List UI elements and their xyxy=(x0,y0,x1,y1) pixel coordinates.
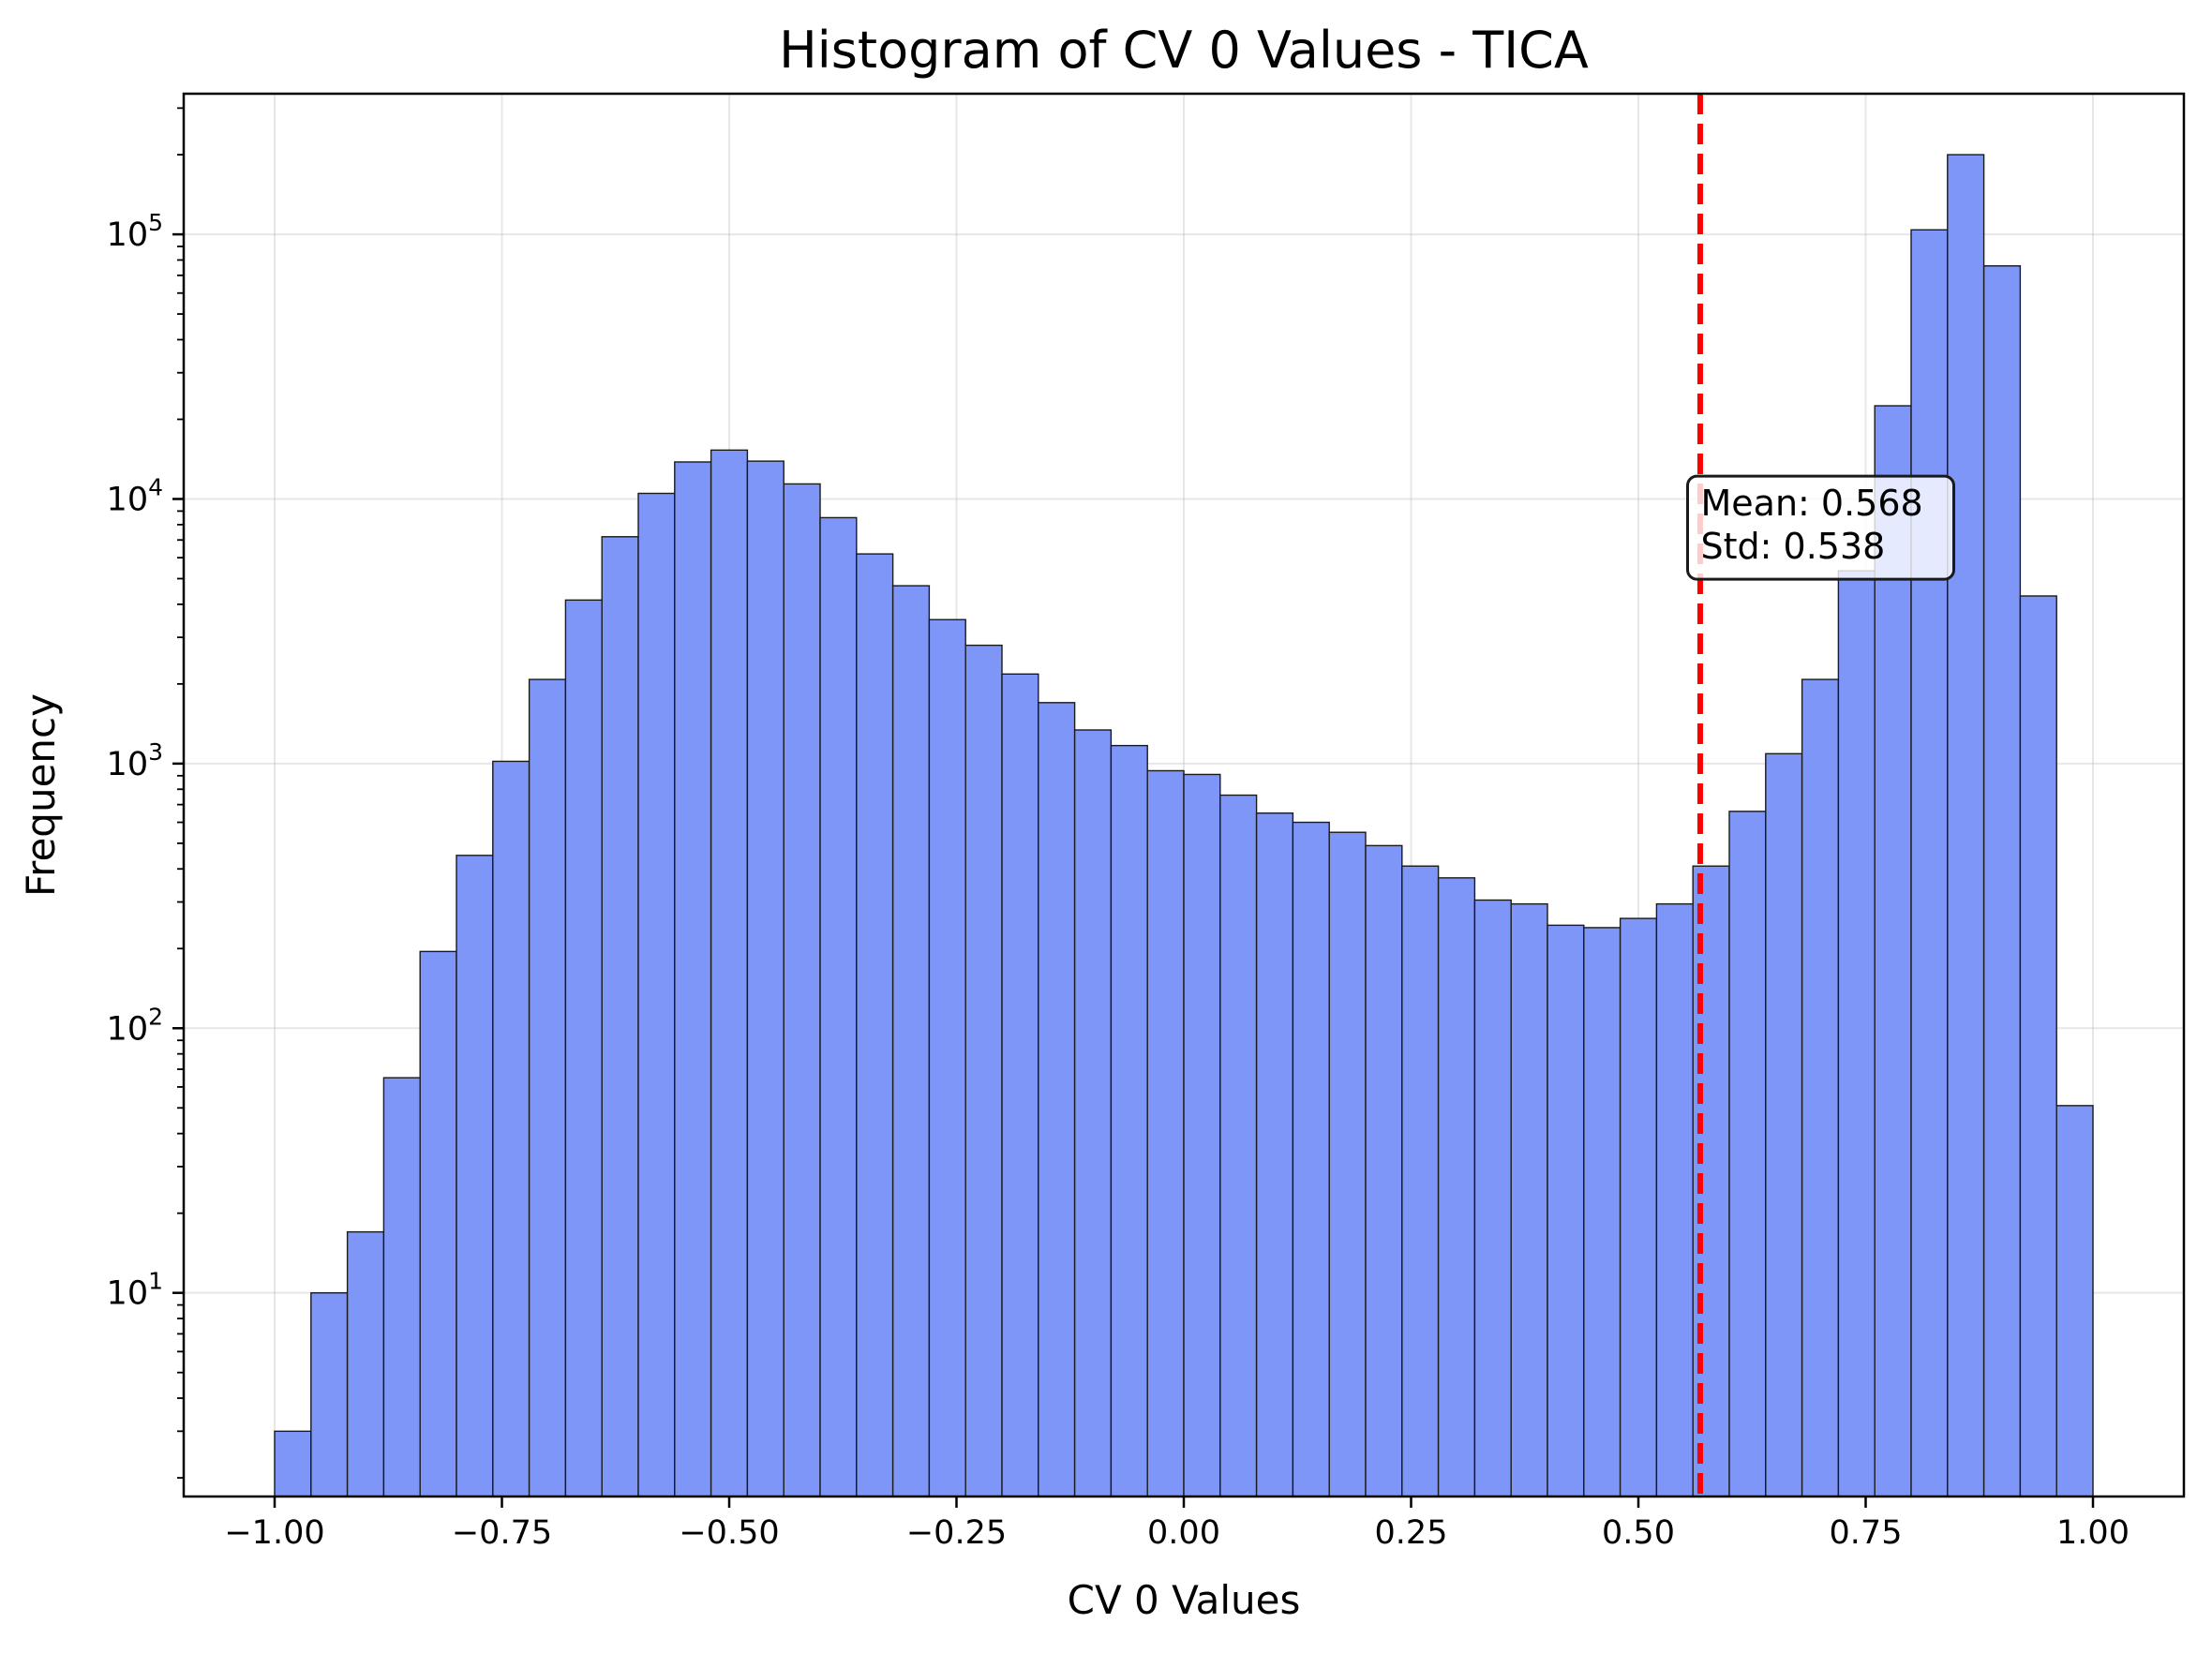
y-tick-label: 105 xyxy=(107,209,163,254)
histogram-bar xyxy=(310,1291,349,1497)
histogram-bar xyxy=(783,483,821,1497)
histogram-bar xyxy=(1328,831,1367,1497)
histogram-bar xyxy=(1874,405,1912,1497)
histogram-bar xyxy=(1183,773,1221,1497)
histogram-bar xyxy=(419,950,457,1497)
histogram-bar xyxy=(1219,794,1258,1497)
y-tick-label: 104 xyxy=(107,473,163,518)
histogram-bar xyxy=(1401,865,1440,1497)
annotation-std-text: Std: 0.538 xyxy=(1701,526,1886,567)
histogram-bar xyxy=(964,644,1003,1497)
x-tick-label: −0.75 xyxy=(452,1514,552,1552)
chart-title: Histogram of CV 0 Values - TICA xyxy=(779,21,1589,80)
x-tick-label: −1.00 xyxy=(224,1514,324,1552)
histogram-bar xyxy=(1473,899,1512,1497)
x-axis-label: CV 0 Values xyxy=(1068,1577,1301,1623)
x-axis-ticks: −1.00 −0.75 −0.50 −0.25 0.00 0.25 0.50 0.75 1.00 xyxy=(224,1497,2130,1552)
annotation-mean-text: Mean: 0.568 xyxy=(1701,483,1923,524)
histogram-bar xyxy=(1982,265,2022,1497)
histogram-bar xyxy=(1146,769,1185,1497)
histogram-bar xyxy=(601,536,639,1497)
histogram-bar xyxy=(1365,844,1403,1497)
histogram-bar xyxy=(1728,811,1767,1497)
x-tick-label: 0.00 xyxy=(1147,1514,1220,1552)
histogram-bar xyxy=(1510,902,1548,1497)
histogram-bar xyxy=(637,492,676,1497)
y-axis-label: Frequency xyxy=(18,693,64,897)
y-axis-ticks: 101 102 103 104 105 xyxy=(107,107,184,1479)
histogram-bar xyxy=(1619,917,1658,1497)
histogram-bar xyxy=(346,1230,385,1497)
stats-annotation: Mean: 0.568 Std: 0.538 xyxy=(1686,474,1955,581)
x-tick-label: −0.25 xyxy=(906,1514,1007,1552)
histogram-bar xyxy=(856,553,894,1497)
x-tick-label: 1.00 xyxy=(2056,1514,2130,1552)
x-tick-label: 0.75 xyxy=(1830,1514,1903,1552)
histogram-bar xyxy=(1292,821,1330,1497)
histogram-bar xyxy=(528,678,567,1497)
histogram-bar xyxy=(1110,744,1148,1497)
histogram-bar xyxy=(1073,729,1113,1497)
histogram-bar xyxy=(1655,902,1694,1497)
histogram-bar xyxy=(2019,595,2057,1497)
x-tick-label: 0.25 xyxy=(1375,1514,1448,1552)
histogram-bar xyxy=(1255,812,1294,1497)
histogram-bar xyxy=(382,1077,421,1497)
histogram-bar xyxy=(564,599,603,1497)
histogram-bar xyxy=(746,460,785,1497)
histogram-bar xyxy=(1765,752,1803,1497)
histogram-bar xyxy=(1583,927,1622,1497)
histogram-bar xyxy=(2055,1105,2094,1497)
y-tick-label: 101 xyxy=(107,1268,163,1313)
histogram-bar xyxy=(674,461,712,1497)
histogram-bar xyxy=(1437,877,1476,1497)
x-tick-label: 0.50 xyxy=(1602,1514,1675,1552)
histogram-bar xyxy=(1910,229,1949,1497)
histogram-bar xyxy=(891,585,931,1497)
histogram-bar xyxy=(1038,702,1076,1497)
y-tick-label: 102 xyxy=(107,1003,163,1048)
histogram-bar xyxy=(928,618,966,1497)
x-tick-label: −0.50 xyxy=(679,1514,779,1552)
stats-annotation-box xyxy=(1686,474,1955,581)
histogram-bar xyxy=(710,449,749,1497)
histogram-bar xyxy=(274,1430,312,1497)
histogram-bar xyxy=(492,760,531,1497)
histogram-bars xyxy=(274,154,2094,1497)
histogram-bar xyxy=(1801,678,1840,1497)
histogram-bar xyxy=(819,516,858,1497)
histogram-bar xyxy=(1547,924,1585,1497)
histogram-bar xyxy=(1947,154,1985,1497)
histogram-bar xyxy=(1001,673,1039,1497)
histogram-bar xyxy=(456,855,494,1497)
histogram-bar xyxy=(1837,570,1876,1497)
y-tick-label: 103 xyxy=(107,738,163,783)
